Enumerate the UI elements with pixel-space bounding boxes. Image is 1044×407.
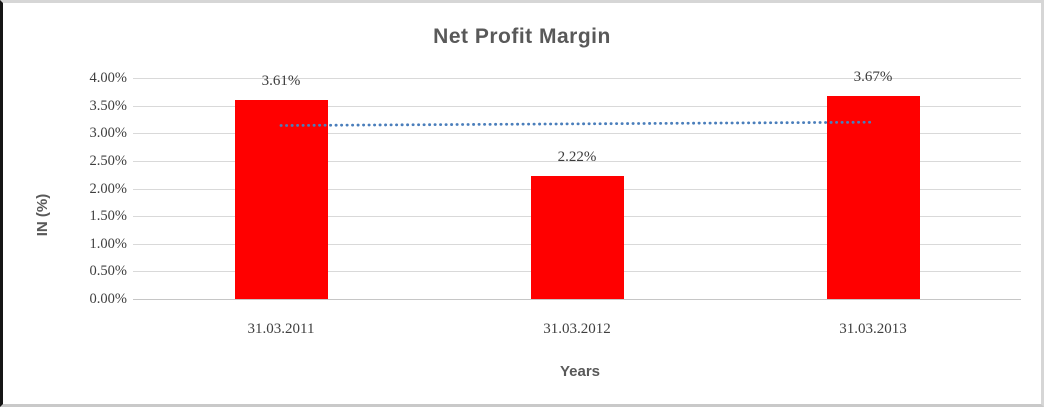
bar-data-label: 3.61% (261, 72, 301, 89)
trendline (279, 120, 875, 127)
gridline (133, 160, 1021, 162)
y-axis-title: IN (%) (34, 193, 51, 237)
y-tick-label: 1.50% (89, 208, 127, 225)
x-tick-label: 31.03.2011 (247, 321, 315, 337)
x-tick-label: 31.03.2013 (839, 321, 907, 337)
gridline (133, 133, 1021, 135)
bar-data-label: 2.22% (557, 149, 597, 166)
plot-area: 3.61% 2.22% 3.67% (133, 69, 1021, 300)
x-axis-line (133, 299, 1021, 300)
bar-31.03.2011 (234, 99, 328, 299)
trendline-path (279, 120, 875, 127)
y-tick-label: 0.00% (89, 291, 127, 307)
chart-title: Net Profit Margin (433, 25, 611, 48)
y-tick-label: 0.50% (89, 263, 127, 280)
y-tick-label: 3.50% (89, 97, 127, 114)
y-tick-label: 3.00% (89, 125, 127, 142)
bar-31.03.2013 (826, 96, 920, 299)
gridline (133, 78, 1021, 79)
y-tick-label: 2.50% (89, 152, 127, 169)
y-tick-label: 4.00% (89, 70, 127, 86)
y-tick-label: 1.00% (89, 235, 127, 252)
bar-31.03.2012 (530, 176, 624, 299)
gridline (133, 105, 1021, 107)
bar-data-label: 3.67% (853, 69, 893, 86)
x-tick-label: 31.03.2012 (543, 321, 611, 337)
y-tick-label: 2.00% (89, 180, 127, 197)
x-axis-title: Years (559, 363, 601, 380)
